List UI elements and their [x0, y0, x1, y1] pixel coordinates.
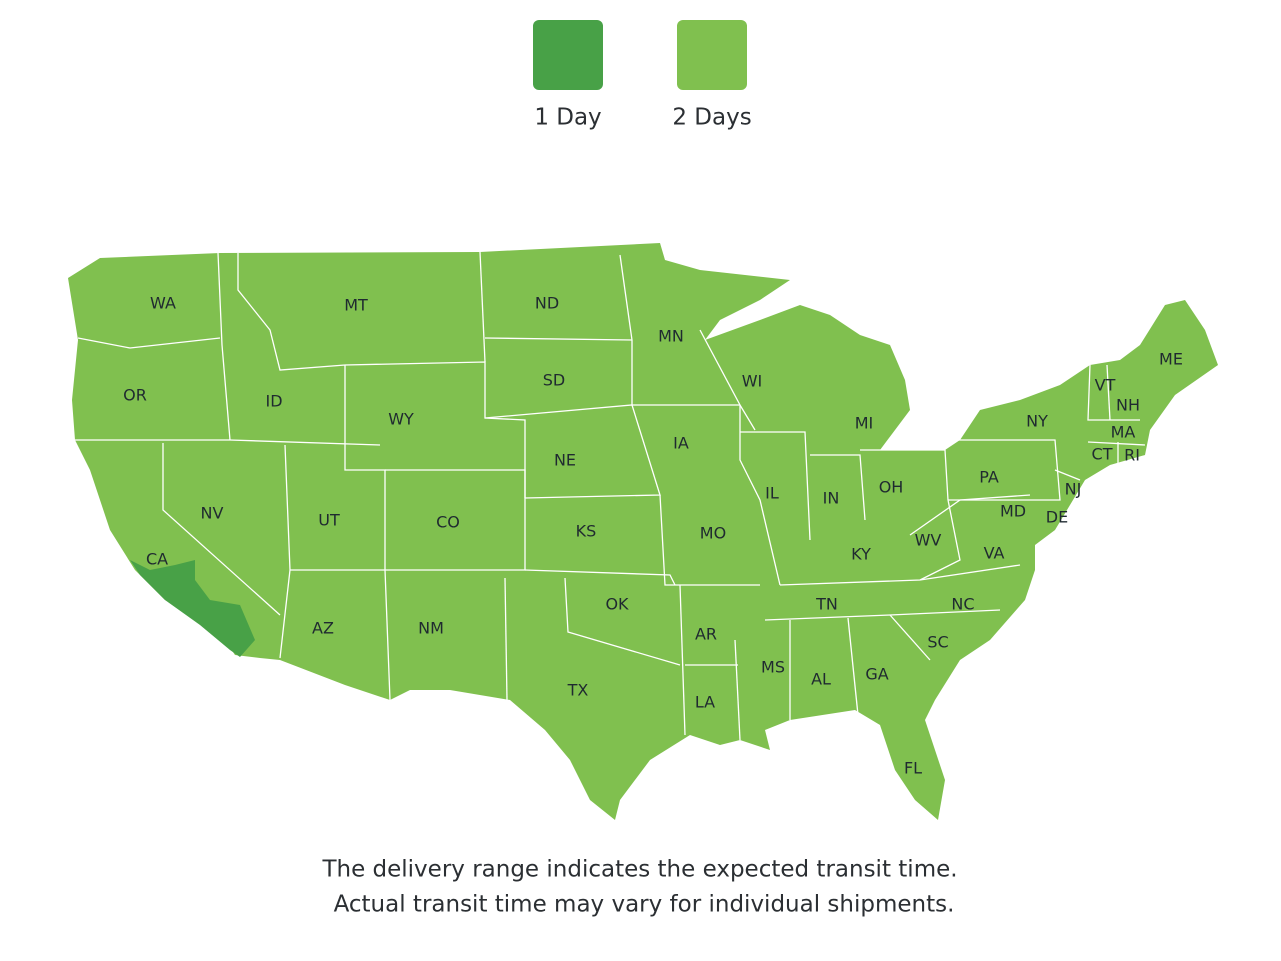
state-label: GA — [865, 665, 888, 684]
legend-swatch — [533, 20, 603, 90]
state-label: IL — [765, 484, 779, 503]
state-label: MS — [761, 658, 785, 677]
state-label: DE — [1046, 508, 1068, 527]
state-label: TX — [567, 681, 589, 700]
state-label: MT — [344, 296, 368, 315]
footer-line: Actual transit time may vary for individ… — [334, 892, 955, 918]
state-label: NM — [418, 619, 444, 638]
state-label: MD — [1000, 502, 1026, 521]
state-label: CT — [1092, 445, 1113, 464]
state-label: WV — [915, 531, 942, 550]
state-label: OR — [123, 386, 147, 405]
state-label: VT — [1095, 376, 1116, 395]
state-label: UT — [318, 511, 340, 530]
state-label: FL — [904, 759, 922, 778]
state-label: NV — [201, 504, 224, 523]
state-label: KY — [851, 545, 871, 564]
state-label: NE — [554, 451, 576, 470]
state-label: IN — [823, 489, 840, 508]
state-label: AL — [811, 670, 831, 689]
state-borders — [75, 251, 1146, 741]
state-label: ID — [265, 392, 282, 411]
footer-line: The delivery range indicates the expecte… — [321, 857, 957, 883]
state-label: ND — [535, 294, 559, 313]
state-label: NC — [951, 595, 974, 614]
state-label: MO — [700, 524, 726, 543]
legend-label: 1 Day — [534, 105, 601, 131]
state-label: SC — [927, 633, 948, 652]
state-label: MI — [855, 414, 874, 433]
state-label: AZ — [312, 619, 334, 638]
state-label: KS — [576, 522, 597, 541]
us-outline — [68, 243, 1218, 820]
state-label: AR — [695, 625, 717, 644]
state-label: MN — [658, 327, 684, 346]
state-labels: WA OR CA NV ID MT WY UT AZ CO NM ND SD NE KS OK TX MN IA MO… — [123, 294, 1183, 778]
state-label: NH — [1116, 396, 1140, 415]
legend-label: 2 Days — [672, 105, 751, 131]
state-label: WA — [150, 294, 176, 313]
state-label: NJ — [1065, 480, 1082, 499]
state-label: OH — [879, 478, 904, 497]
state-label: RI — [1124, 446, 1140, 465]
state-label: LA — [695, 693, 715, 712]
state-label: ME — [1159, 350, 1183, 369]
state-label: WI — [742, 372, 763, 391]
state-label: OK — [605, 595, 629, 614]
legend-swatch — [677, 20, 747, 90]
state-label: VA — [984, 544, 1005, 563]
state-label: MA — [1111, 423, 1136, 442]
state-label: WY — [388, 410, 414, 429]
state-label: PA — [979, 468, 999, 487]
one-day-zone — [130, 560, 255, 657]
state-label: CO — [436, 513, 460, 532]
state-label: CA — [146, 550, 168, 569]
state-label: SD — [543, 371, 565, 390]
state-label: TN — [815, 595, 838, 614]
legend: 1 Day 2 Days — [533, 20, 752, 131]
state-label: NY — [1026, 412, 1048, 431]
state-label: IA — [673, 434, 689, 453]
